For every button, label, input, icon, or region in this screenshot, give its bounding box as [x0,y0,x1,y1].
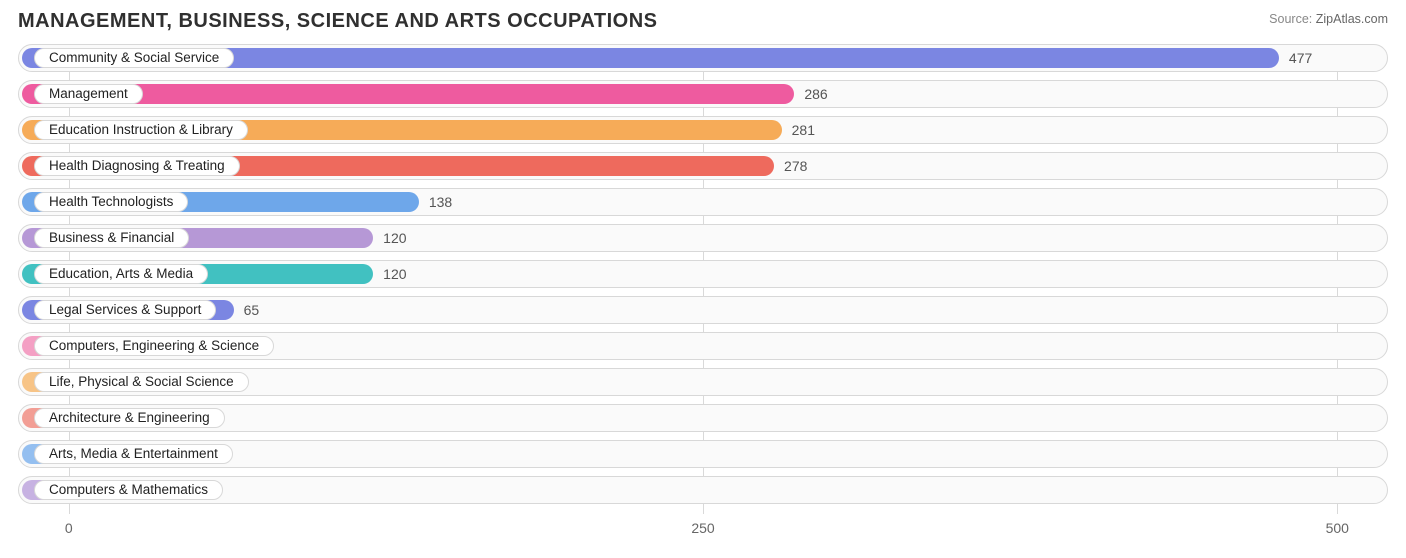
bar-row: 281 Education Instruction & Library [18,116,1388,144]
bar-value: 281 [782,116,815,144]
source-attribution: Source: ZipAtlas.com [1269,12,1388,26]
bar-category-label: Business & Financial [34,228,189,248]
x-axis: 0 250 500 [18,514,1388,540]
bar-row: 1Computers & Mathematics [18,476,1388,504]
bar-category-label: Community & Social Service [34,48,234,68]
bar-row: 31Life, Physical & Social Science [18,368,1388,396]
bar-value: 138 [419,188,452,216]
x-tick-label: 500 [1326,520,1349,536]
bar-category-label: Legal Services & Support [34,300,216,320]
chart-title: MANAGEMENT, BUSINESS, SCIENCE AND ARTS O… [18,10,657,33]
chart-area: 477 Community & Social Service 286 Manageme… [18,44,1388,540]
bar-row: 120 Business & Financial [18,224,1388,252]
bar-category-label: Health Diagnosing & Treating [34,156,240,176]
bar-category-label: Health Technologists [34,192,188,212]
bar-row: 27Architecture & Engineering [18,404,1388,432]
bar-category-label: Education, Arts & Media [34,264,208,284]
bar-row: 65 Legal Services & Support [18,296,1388,324]
bar-row: 59Computers, Engineering & Science [18,332,1388,360]
bar-value: 120 [373,260,406,288]
bar-row: 11Arts, Media & Entertainment [18,440,1388,468]
bar-value: 65 [234,296,260,324]
bar-track [18,476,1388,504]
bar-value: 278 [774,152,807,180]
bar-value: 286 [794,80,827,108]
bar-category-label: Life, Physical & Social Science [34,372,249,392]
bar-category-label: Education Instruction & Library [34,120,248,140]
bar-row: 477 Community & Social Service [18,44,1388,72]
bar-row: 138 Health Technologists [18,188,1388,216]
bar-row: 278 Health Diagnosing & Treating [18,152,1388,180]
bar-category-label: Computers & Mathematics [34,480,223,500]
bar-row: 120 Education, Arts & Media [18,260,1388,288]
plot-region: 477 Community & Social Service 286 Manageme… [18,44,1388,514]
bar-value: 477 [1279,44,1312,72]
bar-category-label: Arts, Media & Entertainment [34,444,233,464]
bar-category-label: Computers, Engineering & Science [34,336,274,356]
x-tick-label: 250 [691,520,714,536]
bar-category-label: Architecture & Engineering [34,408,225,428]
source-name: ZipAtlas.com [1316,12,1388,26]
bar-category-label: Management [34,84,143,104]
bar-row: 286 Management [18,80,1388,108]
bar-value: 120 [373,224,406,252]
source-label: Source: [1269,12,1312,26]
x-tick-label: 0 [65,520,73,536]
